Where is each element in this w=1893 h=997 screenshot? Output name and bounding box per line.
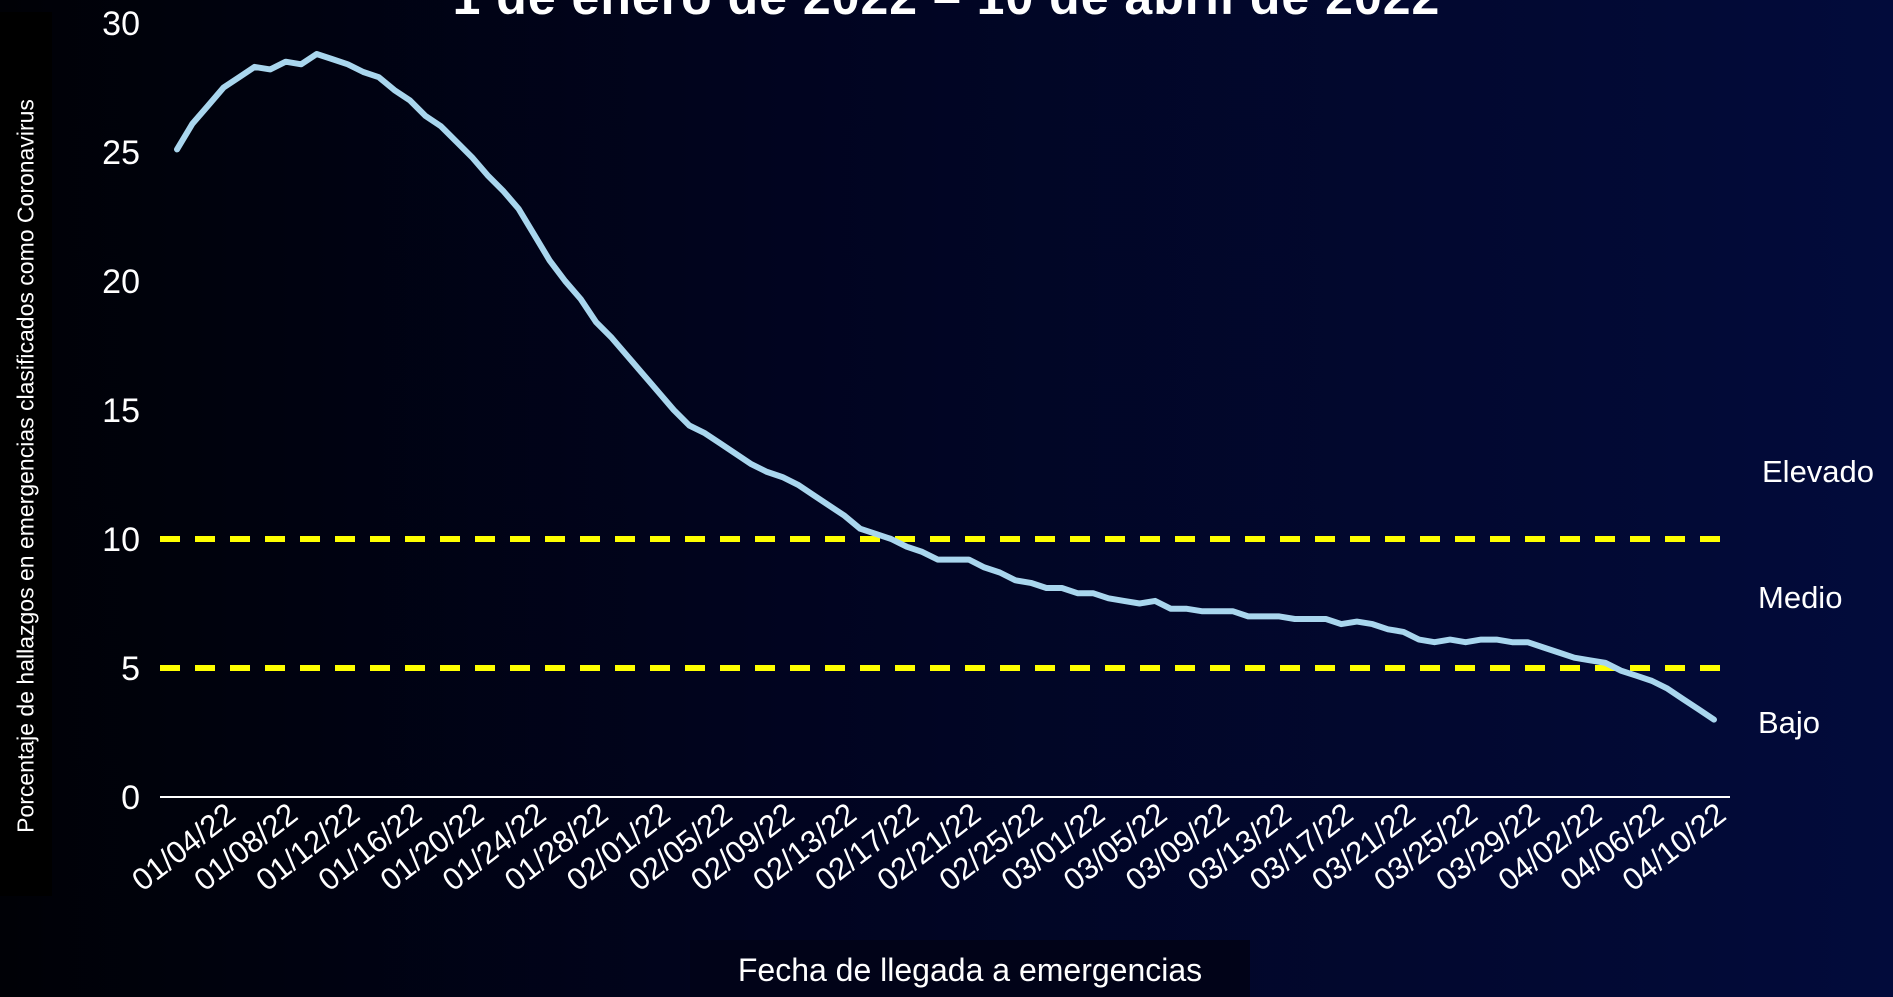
y-tick-label: 10 (102, 521, 140, 559)
y-tick-label: 25 (102, 134, 140, 172)
zone-label: Bajo (1758, 705, 1820, 740)
chart-title: 1 de enero de 2022 – 10 de abril de 2022 (0, 0, 1893, 26)
y-tick-label: 20 (102, 263, 140, 301)
y-tick-label: 30 (102, 5, 140, 43)
x-axis-label-box: Fecha de llegada a emergencias (690, 940, 1250, 997)
x-axis-label: Fecha de llegada a emergencias (737, 952, 1203, 988)
y-tick-label: 15 (102, 392, 140, 430)
y-tick-label: 0 (121, 779, 140, 817)
y-axis-label-box: Porcentaje de hallazgos en emergencias c… (0, 12, 52, 896)
zone-label: Medio (1758, 580, 1842, 615)
zone-label: Elevado (1762, 454, 1874, 489)
series-line (174, 51, 1717, 723)
y-tick-label: 5 (121, 650, 140, 688)
